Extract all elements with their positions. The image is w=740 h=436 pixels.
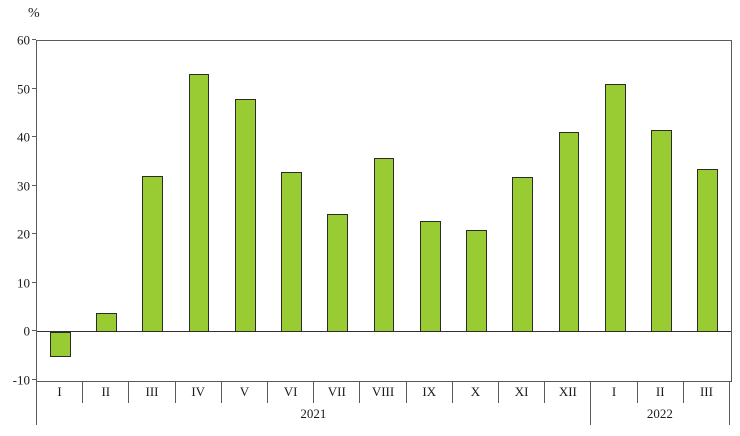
bar — [466, 230, 487, 333]
bar — [49, 332, 71, 357]
category-label: X — [451, 381, 498, 403]
category-label: XI — [498, 381, 544, 403]
y-tick-mark — [32, 379, 36, 380]
y-tick-label: -10 — [12, 372, 30, 388]
y-tick-mark — [32, 281, 36, 283]
y-tick-label: 30 — [17, 178, 30, 194]
category-label: III — [128, 381, 174, 403]
y-axis: -10 0 10 20 30 40 50 60 — [0, 34, 36, 387]
category-label: II — [82, 381, 128, 403]
y-tick-label: 20 — [17, 226, 30, 242]
y-tick-label: 0 — [23, 323, 31, 339]
bar — [234, 99, 256, 333]
bar — [419, 220, 441, 333]
year-axis: 2021 2022 — [36, 403, 730, 425]
category-label: IV — [174, 381, 221, 403]
bar — [697, 168, 719, 333]
y-axis-unit-label: % — [28, 6, 40, 21]
y-tick-mark — [32, 184, 36, 186]
category-label: III — [682, 381, 729, 403]
y-tick-mark — [32, 136, 36, 138]
category-label: V — [220, 381, 267, 403]
category-label: XII — [544, 381, 590, 403]
bar — [512, 177, 534, 333]
category-label: VI — [267, 381, 313, 403]
category-axis: I II III IV V VI VII VIII IX X XI XII I II III — [36, 381, 730, 403]
category-label: VII — [313, 381, 359, 403]
y-tick-label: 50 — [17, 81, 30, 97]
category-label: IX — [405, 381, 452, 403]
y-tick-mark — [32, 330, 36, 332]
bar — [281, 172, 302, 333]
category-label: I — [590, 381, 636, 403]
bar — [651, 129, 672, 333]
y-tick-label: 60 — [17, 32, 30, 48]
bar — [373, 157, 395, 333]
category-label: I — [36, 381, 82, 403]
category-label: VIII — [359, 381, 405, 403]
y-tick-label: 40 — [17, 129, 30, 145]
y-tick-mark — [32, 233, 36, 235]
bar — [142, 175, 164, 333]
bar — [95, 313, 117, 333]
y-tick-label: 10 — [17, 275, 30, 291]
year-label: 2021 — [36, 403, 590, 425]
bar — [188, 73, 210, 333]
year-label: 2022 — [589, 403, 729, 425]
y-tick-mark — [32, 39, 36, 40]
bar — [558, 132, 580, 333]
y-tick-mark — [32, 87, 36, 89]
bar — [604, 83, 626, 333]
category-label: II — [636, 381, 683, 403]
bar — [327, 214, 349, 333]
plot-area — [36, 40, 732, 382]
